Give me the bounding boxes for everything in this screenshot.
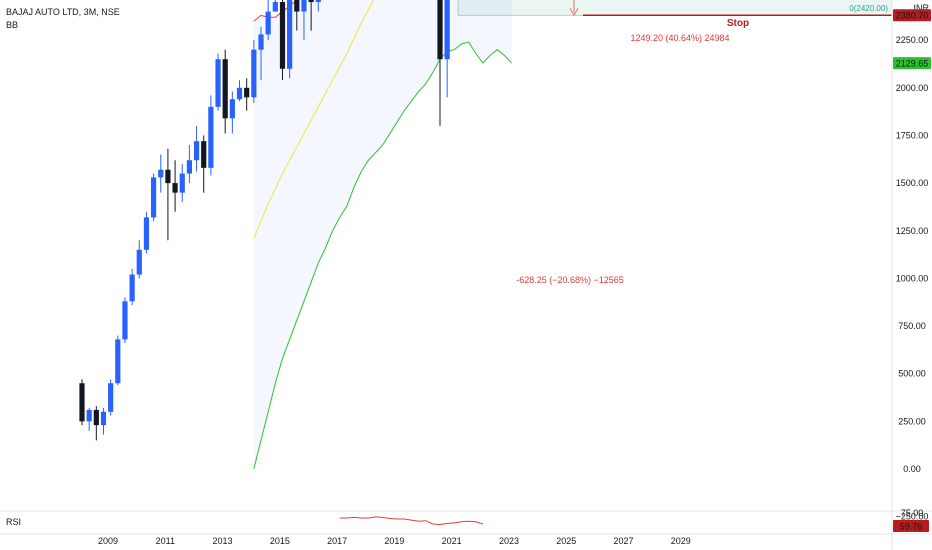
candle-body (215, 59, 221, 107)
candle-body (251, 49, 257, 98)
y-tick-label: 1250.00 (896, 226, 929, 236)
y-tick-label: 750.00 (898, 321, 926, 331)
candle-body (222, 59, 228, 119)
candle-body (193, 141, 200, 161)
price-axis[interactable]: INR4750.004500.004250.004000.003750.0035… (891, 0, 931, 550)
y-tick-label: 1000.00 (896, 273, 929, 283)
y-tick-label: 1750.00 (896, 130, 929, 140)
candle-body (100, 411, 107, 426)
x-tick-label: 2011 (156, 536, 175, 546)
candle-body (158, 169, 164, 178)
candle-body (79, 383, 85, 422)
lower-band-tag-bg (893, 57, 931, 70)
stop-price-tag: 2380.70 (896, 11, 929, 21)
rsi-line (339, 516, 484, 526)
candle-body (186, 160, 192, 174)
candle-body (258, 34, 264, 50)
band-fill (253, 0, 512, 469)
candle-body (301, 0, 307, 12)
x-tick-label: 2009 (98, 536, 118, 546)
candle-body (129, 274, 135, 302)
y-tick-label: −250.00 (896, 512, 929, 522)
lower-band-line (253, 41, 512, 470)
stop-price-tag-bg (893, 9, 931, 22)
candle-body (143, 217, 150, 250)
lower-measure-label: -628.25 (−20.68%) −12565 (516, 275, 624, 285)
candle-body (115, 339, 121, 384)
down-arrow-head (569, 7, 579, 17)
candle-body (179, 173, 185, 193)
candle-body (437, 0, 443, 60)
position-zones (457, 0, 893, 17)
basis-line (253, 0, 375, 239)
candle-body (201, 141, 207, 168)
candle-body (308, 0, 314, 3)
x-tick-label: 2023 (499, 536, 519, 546)
time-axis[interactable]: 2009 2011 2013 2015 2017 2019 2021 2023 2025 2027… (98, 536, 691, 546)
candle-body (315, 0, 321, 3)
candle-body (165, 169, 171, 184)
x-tick-label: 2013 (213, 536, 233, 546)
indicator-label: BB (6, 20, 19, 30)
candlestick-series (79, 0, 450, 441)
candle-body (265, 11, 271, 35)
y-tick-label: 1500.00 (896, 178, 929, 188)
x-tick-label: 2021 (442, 536, 462, 546)
currency-label: INR (914, 3, 930, 13)
candle-body (287, 0, 293, 69)
lower-band-tag: 2129.65 (896, 59, 929, 69)
candle-body (244, 87, 250, 98)
candle-body (136, 249, 142, 275)
candle-body (272, 2, 278, 12)
x-tick-label: 2027 (614, 536, 634, 546)
candle-body (229, 99, 235, 119)
x-tick-label: 2025 (556, 536, 576, 546)
y-tick-label: 500.00 (898, 369, 926, 379)
chart-legend: BAJAJ AUTO LTD, 3M, NSE BB (6, 6, 120, 32)
candle-body (279, 2, 286, 69)
y-tick-label: 250.00 (898, 416, 926, 426)
x-tick-label: 2017 (327, 536, 347, 546)
candle-body (294, 0, 300, 12)
x-tick-label: 2019 (384, 536, 404, 546)
rsi-pane: RSI 75.00 59.76 (0, 508, 932, 535)
y-tick-label: 2000.00 (896, 83, 929, 93)
rsi-value-tag (893, 520, 929, 532)
trade-annotations: TargetLong EntryStop1249.20 (40.64%) 249… (516, 0, 888, 285)
fib-0-label: 0(2420.00) (849, 4, 888, 13)
risk-zone (458, 0, 892, 16)
rsi-axis-tick: 75.00 (901, 508, 924, 518)
candle-body (236, 87, 243, 100)
stop-label: Stop (727, 18, 749, 29)
x-tick-label: 2015 (270, 536, 290, 546)
y-tick-label: 0.00 (903, 464, 921, 474)
candle-body (86, 409, 92, 422)
candle-body (151, 177, 157, 218)
candle-body (208, 106, 214, 168)
y-tick-label: 2250.00 (896, 35, 929, 45)
rsi-label: RSI (6, 517, 21, 527)
candle-body (444, 0, 450, 60)
upper-measure-label: 1249.20 (40.64%) 24984 (630, 33, 729, 43)
x-tick-label: 2029 (671, 536, 691, 546)
rsi-value-text: 59.76 (900, 522, 923, 532)
candle-body (108, 383, 114, 412)
candle-body (122, 301, 128, 340)
candle-body (172, 183, 178, 193)
bollinger-bands (253, 0, 512, 470)
symbol-title: BAJAJ AUTO LTD, 3M, NSE (6, 7, 120, 17)
candle-body (93, 409, 99, 426)
